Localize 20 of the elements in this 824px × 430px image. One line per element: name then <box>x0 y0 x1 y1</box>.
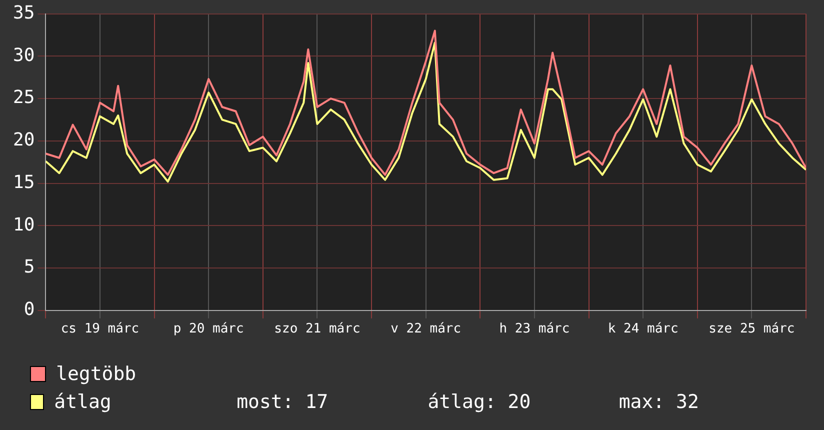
text: max: 32 <box>618 391 700 413</box>
x-tick-label: k 24 márc <box>608 322 678 337</box>
y-tick-label: 20 <box>12 130 35 151</box>
x-tick-label: p 20 márc <box>173 322 244 337</box>
legend-label: átlag <box>54 391 112 413</box>
y-tick-label: 10 <box>12 214 35 236</box>
x-tick-label: h 23 márc <box>499 322 570 337</box>
text: átlag: 20 <box>428 391 532 413</box>
x-tick-label: cs 19 márc <box>60 322 140 337</box>
text: most: 17 <box>236 391 330 413</box>
x-tick-label: szo 21 márc <box>274 322 360 337</box>
legend-label: legtöbb <box>56 363 138 385</box>
y-tick-label: 25 <box>12 87 35 108</box>
y-tick-label: 0 <box>24 299 35 320</box>
x-tick-label: sze 25 márc <box>708 322 795 337</box>
y-tick-label: 35 <box>12 2 35 24</box>
x-tick-label: v 22 márc <box>390 322 462 337</box>
y-tick-label: 5 <box>24 256 35 278</box>
y-tick-label: 30 <box>12 44 35 66</box>
y-tick-label: 15 <box>12 172 35 193</box>
